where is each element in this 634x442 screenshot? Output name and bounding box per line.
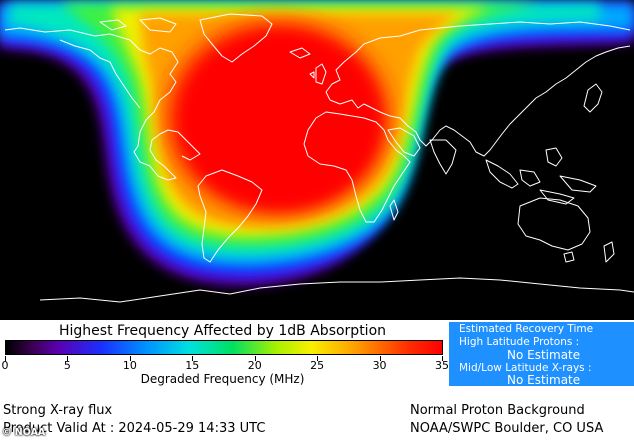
low-latitude-value: No Estimate <box>507 373 581 387</box>
noaa-watermark: © NOAA <box>2 427 46 438</box>
colorbar-tick-label: 0 <box>1 359 9 372</box>
credit-line: NOAA/SWPC Boulder, CO USA <box>410 421 604 436</box>
coastlines <box>4 13 634 303</box>
proton-background-status: Normal Proton Background <box>410 403 585 418</box>
colorbar-tick-label: 15 <box>185 359 200 372</box>
recovery-time-panel: Estimated Recovery Time High Latitude Pr… <box>449 322 634 387</box>
legend-axis-label: Degraded Frequency (MHz) <box>140 372 305 386</box>
frequency-colorbar <box>5 340 443 355</box>
colorbar-tick-label: 20 <box>247 359 262 372</box>
colorbar-tick <box>192 356 194 361</box>
colorbar-tick-label: 25 <box>310 359 325 372</box>
colorbar-tick <box>442 356 443 361</box>
absorption-region <box>0 4 634 285</box>
high-latitude-label: High Latitude Protons : <box>459 336 580 348</box>
colorbar-tick-label: 10 <box>122 359 137 372</box>
high-latitude-value: No Estimate <box>507 348 581 362</box>
colorbar-tick-label: 35 <box>435 359 449 372</box>
colorbar-tick <box>317 356 319 361</box>
colorbar-tick <box>379 356 381 361</box>
colorbar-tick <box>67 356 69 361</box>
recovery-title: Estimated Recovery Time <box>459 323 594 335</box>
absorption-map <box>0 0 634 320</box>
colorbar-tick-label: 30 <box>372 359 387 372</box>
colorbar-tick <box>129 356 131 361</box>
colorbar-tick <box>5 356 6 361</box>
xray-flux-status: Strong X-ray flux <box>3 403 113 418</box>
low-latitude-label: Mid/Low Latitude X-rays : <box>459 362 592 374</box>
colorbar-tick <box>254 356 256 361</box>
legend-title: Highest Frequency Affected by 1dB Absorp… <box>58 323 387 339</box>
colorbar-tick-label: 5 <box>63 359 71 372</box>
product-valid-time: Product Valid At : 2024-05-29 14:33 UTC <box>3 421 266 436</box>
